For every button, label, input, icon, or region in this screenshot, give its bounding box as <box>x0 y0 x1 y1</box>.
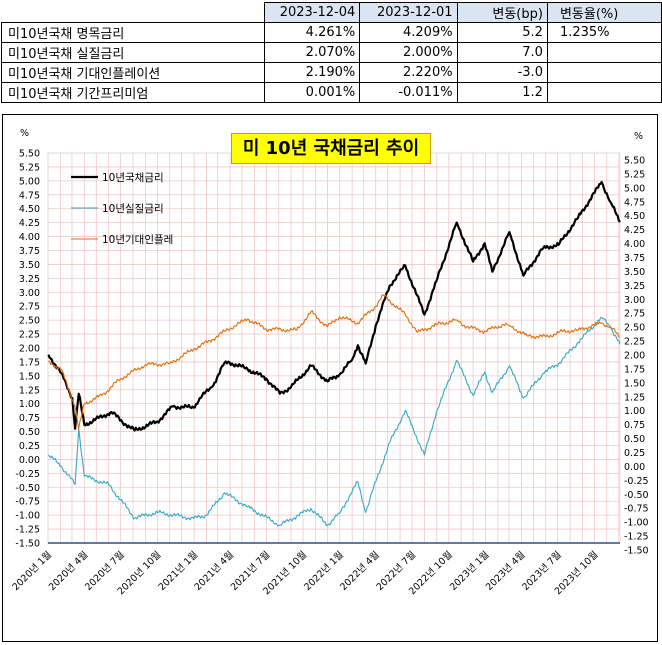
y-tick-label-right: 0.50 <box>624 434 645 445</box>
y-tick-label-left: 0.50 <box>19 427 40 438</box>
row-value-date2: -0.011% <box>359 82 458 103</box>
y-tick-label-right: 2.75 <box>624 309 645 320</box>
y-tick-label-right: 0.75 <box>624 420 645 431</box>
table-row: 미10년국채 실질금리 2.070% 2.000% 7.0 <box>1 42 662 63</box>
y-tick-label-right: 5.50 <box>624 156 645 167</box>
y-tick-label-left: 4.75 <box>19 190 40 201</box>
row-value-date2: 2.000% <box>359 42 458 63</box>
header-change-pct: 변동율(%) <box>546 2 662 23</box>
row-change-pct: 1.235% <box>546 22 662 43</box>
y-tick-label-left: 2.75 <box>19 302 40 313</box>
summary-table: 2023-12-04 2023-12-01 변동(bp) 변동율(%) 미10년… <box>1 2 662 103</box>
y-tick-label-left: 3.75 <box>19 246 40 257</box>
y-tick-label-right: 1.00 <box>624 406 645 417</box>
y-tick-label-left: 1.50 <box>19 371 40 382</box>
y-tick-label-left: -0.75 <box>15 497 40 508</box>
y-tick-label-left: 2.25 <box>19 330 40 341</box>
y-unit-right: % <box>634 131 643 142</box>
legend-label-3: 10년기대인플레 <box>102 234 173 246</box>
y-tick-label-right: -1.50 <box>624 546 649 557</box>
y-tick-label-right: 4.75 <box>624 197 645 208</box>
y-tick-label-right: 5.25 <box>624 169 645 180</box>
series-line-1 <box>47 180 621 432</box>
y-unit-left: % <box>20 128 29 139</box>
y-tick-label-right: 2.50 <box>624 323 645 334</box>
y-tick-label-left: 2.00 <box>19 344 40 355</box>
row-value-date1: 2.070% <box>263 42 361 63</box>
series-line-3 <box>48 294 621 430</box>
y-tick-label-right: 1.75 <box>624 364 645 375</box>
y-tick-label-right: 4.25 <box>624 225 645 236</box>
row-change-bp: 1.2 <box>456 82 548 103</box>
y-tick-label-left: 5.00 <box>19 176 40 187</box>
row-value-date1: 2.190% <box>263 62 361 83</box>
y-tick-label-left: -1.50 <box>15 539 40 550</box>
y-tick-label-right: 1.50 <box>624 378 645 389</box>
y-tick-label-right: -0.50 <box>624 490 649 501</box>
y-tick-label-left: 0.00 <box>19 455 40 466</box>
y-tick-label-right: 3.00 <box>624 295 645 306</box>
y-tick-label-right: 2.25 <box>624 337 645 348</box>
y-tick-label-right: 3.50 <box>624 267 645 278</box>
y-tick-label-left: 4.25 <box>19 218 40 229</box>
table-row: 미10년국채 기간프리미엄 0.001% -0.011% 1.2 <box>1 82 662 103</box>
y-tick-label-left: 1.00 <box>19 399 40 410</box>
y-tick-label-left: 0.75 <box>19 413 40 424</box>
y-tick-label-left: 5.25 <box>19 162 40 173</box>
y-tick-label-left: -1.25 <box>15 525 40 536</box>
table-row: 미10년국채 기대인플레이션 2.190% 2.220% -3.0 <box>1 62 662 83</box>
y-tick-label-left: 0.25 <box>19 441 40 452</box>
y-tick-label-right: -0.25 <box>624 476 649 487</box>
y-tick-label-right: 3.75 <box>624 253 645 264</box>
y-tick-label-left: 4.50 <box>19 204 40 215</box>
header-date1: 2023-12-04 <box>263 2 361 23</box>
y-tick-label-left: 3.50 <box>19 260 40 271</box>
series-line-2 <box>47 316 621 527</box>
row-label: 미10년국채 기간프리미엄 <box>1 82 265 103</box>
y-tick-label-right: 4.00 <box>624 239 645 250</box>
y-tick-label-left: -1.00 <box>15 511 40 522</box>
y-tick-label-right: 0.25 <box>624 448 645 459</box>
y-tick-label-left: -0.25 <box>15 469 40 480</box>
chart-frame <box>2 114 658 642</box>
y-tick-label-right: 0.00 <box>624 462 645 473</box>
y-tick-label-right: -1.25 <box>624 532 649 543</box>
row-change-bp: -3.0 <box>456 62 548 83</box>
y-tick-label-left: 5.50 <box>19 149 40 160</box>
y-tick-label-left: 1.25 <box>19 385 40 396</box>
y-tick-label-left: 3.25 <box>19 274 40 285</box>
y-tick-label-left: -0.50 <box>15 483 40 494</box>
y-tick-label-left: 1.75 <box>19 357 40 368</box>
row-change-bp: 7.0 <box>456 42 548 63</box>
legend-label-2: 10년실질금리 <box>102 203 164 215</box>
chart-title: 미 10년 국채금리 추이 <box>231 133 431 164</box>
y-tick-label-right: 5.00 <box>624 183 645 194</box>
y-tick-label-left: 3.00 <box>19 288 40 299</box>
y-tick-label-right: 4.50 <box>624 211 645 222</box>
y-tick-label-left: 4.00 <box>19 232 40 243</box>
row-change-pct <box>546 82 662 103</box>
y-tick-label-right: 2.00 <box>624 351 645 362</box>
y-tick-label-right: 3.25 <box>624 281 645 292</box>
table-header-row: 2023-12-04 2023-12-01 변동(bp) 변동율(%) <box>1 2 662 23</box>
y-tick-label-right: -0.75 <box>624 504 649 515</box>
header-change-bp: 변동(bp) <box>456 2 548 23</box>
row-value-date1: 0.001% <box>263 82 361 103</box>
row-label: 미10년국채 기대인플레이션 <box>1 62 265 83</box>
legend-label-1: 10년국채금리 <box>102 172 164 184</box>
y-tick-label-right: 1.25 <box>624 392 645 403</box>
y-tick-label-left: 2.50 <box>19 316 40 327</box>
y-tick-label-right: -1.00 <box>624 518 649 529</box>
row-change-bp: 5.2 <box>456 22 548 43</box>
